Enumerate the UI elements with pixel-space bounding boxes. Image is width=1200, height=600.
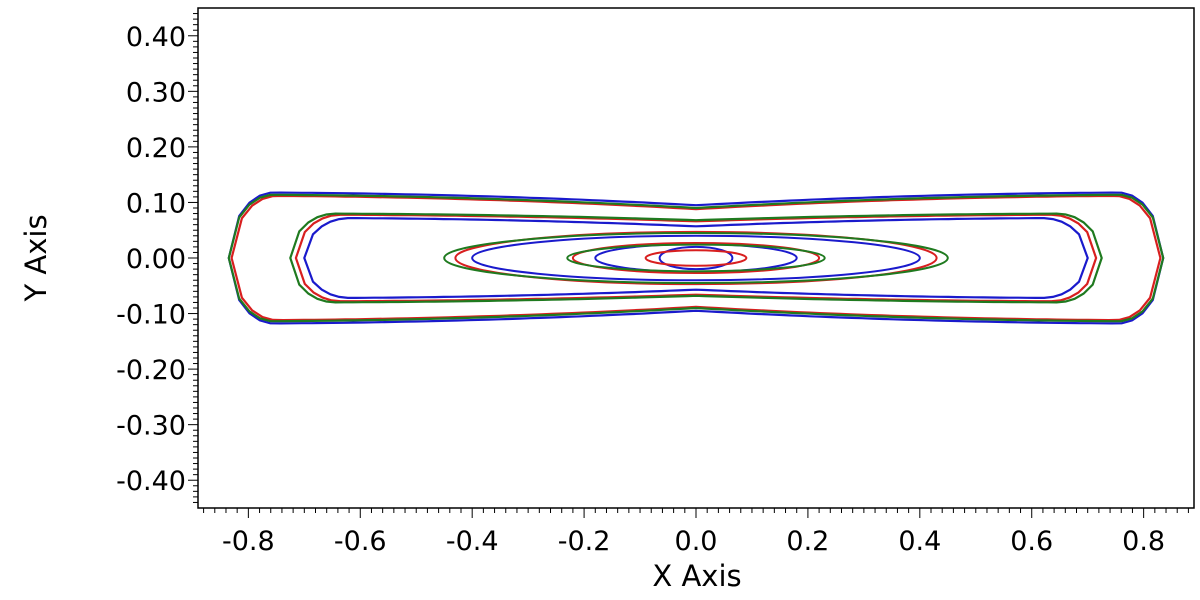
x-tick-label: 0.4 <box>898 526 941 557</box>
contour-lines <box>227 191 1165 325</box>
plot-frame <box>197 7 1195 509</box>
y-tick-label: -0.20 <box>116 355 186 386</box>
x-tick-label: -0.6 <box>334 526 387 557</box>
y-tick-label: 0.10 <box>126 188 186 219</box>
x-tick-label: 0.6 <box>1010 526 1053 557</box>
y-tick-label: 0.20 <box>126 133 186 164</box>
y-tick-label: -0.40 <box>116 466 186 497</box>
y-axis-ticks <box>188 13 198 503</box>
x-tick-label: 0.0 <box>675 526 718 557</box>
x-tick-label: -0.8 <box>222 526 275 557</box>
x-tick-label: -0.2 <box>558 526 611 557</box>
contour-line <box>303 217 1089 299</box>
contour-line <box>443 232 949 284</box>
y-tick-label: -0.10 <box>116 300 186 331</box>
contour-line <box>289 212 1103 304</box>
y-tick-label: -0.30 <box>116 411 186 442</box>
x-tick-label: -0.4 <box>446 526 499 557</box>
y-axis-tick-labels: 0.40 0.30 0.20 0.10 0.00 -0.10 -0.20 -0.30 -0.40 <box>116 22 186 497</box>
contour-line <box>227 193 1165 323</box>
contour-line <box>571 242 821 274</box>
x-axis-title: X Axis <box>652 559 741 593</box>
x-axis-ticks <box>203 508 1189 518</box>
x-axis-tick-labels: -0.8 -0.6 -0.4 -0.2 0.0 0.2 0.4 0.6 0.8 <box>222 526 1165 557</box>
y-tick-label: 0.00 <box>126 244 186 275</box>
contour-line <box>644 249 748 267</box>
x-tick-label: 0.2 <box>786 526 829 557</box>
y-axis-title: Y Axis <box>19 214 53 302</box>
y-tick-label: 0.30 <box>126 77 186 108</box>
contour-line <box>658 245 734 271</box>
y-tick-label: 0.40 <box>126 22 186 53</box>
contour-line <box>471 234 921 282</box>
contour-line <box>566 243 826 273</box>
x-tick-label: 0.8 <box>1122 526 1165 557</box>
contour-line <box>454 230 938 286</box>
